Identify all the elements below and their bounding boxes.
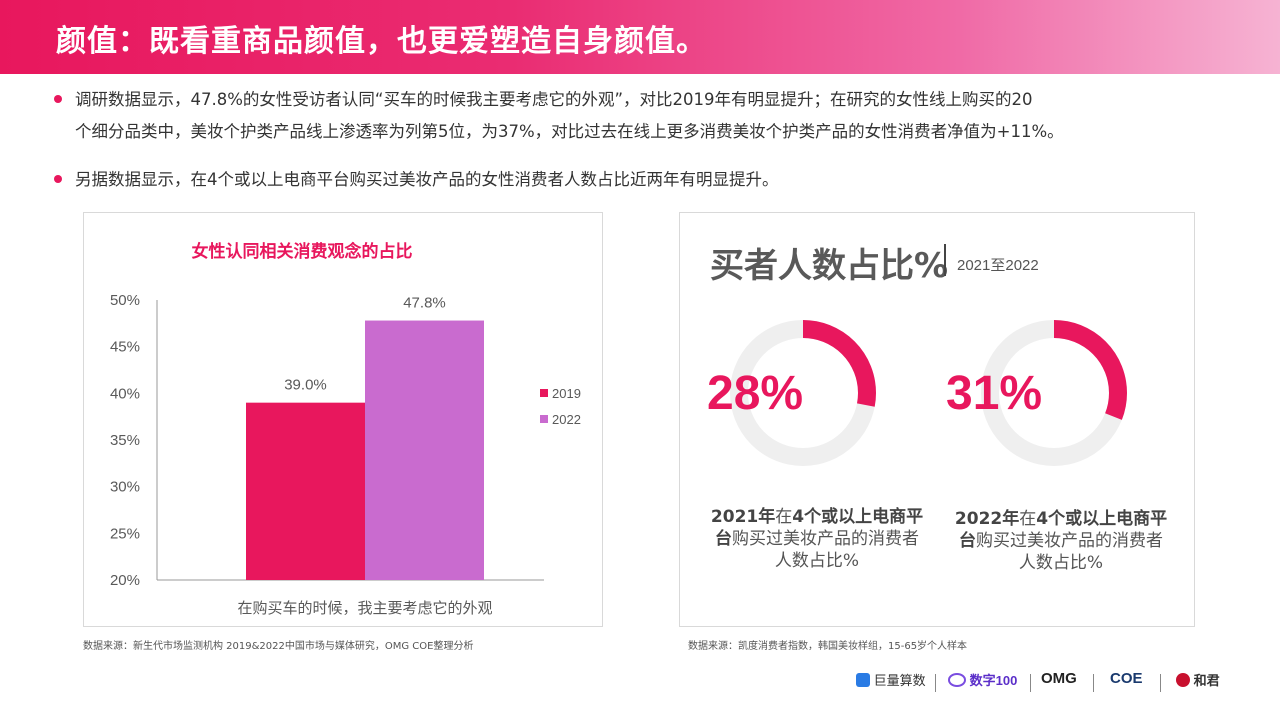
donut-arc-1 — [981, 320, 1127, 466]
y-tick-label: 20% — [110, 572, 140, 589]
caption-2022-in: 在 — [1019, 509, 1037, 529]
header-banner: 颜值：既看重商品颜值，也更爱塑造自身颜值。 — [0, 0, 1280, 74]
bar-2022 — [365, 320, 484, 580]
y-tick-label: 25% — [110, 525, 140, 542]
legend-label-2022: 2022 — [552, 412, 581, 427]
bullet-dot-2 — [54, 175, 62, 183]
caption-2022-rest: 购买过美妆产品的消费者人数占比% — [976, 531, 1163, 573]
legend-swatch-2019 — [540, 389, 548, 397]
caption-2022-year: 2022年 — [954, 509, 1020, 529]
data-label-2022: 47.8% — [403, 295, 446, 312]
source-note-right: 数据来源：凯度消费者指数，韩国美妆样组，15-65岁个人样本 — [688, 641, 968, 652]
y-tick-label: 35% — [110, 432, 140, 449]
footer-divider — [1030, 674, 1031, 692]
source-note-left: 数据来源：新生代市场监测机构 2019&2022中国市场与媒体研究，OMG CO… — [83, 641, 474, 652]
donut-arc-0 — [730, 320, 876, 466]
donut-2021-caption: 2021年在4个或以上电商平台购买过美妆产品的消费者人数占比% — [707, 506, 927, 572]
page-title: 颜值：既看重商品颜值，也更爱塑造自身颜值。 — [56, 24, 707, 59]
logo-hejun: 和君 — [1176, 670, 1220, 696]
shuzi100-icon — [948, 673, 966, 687]
y-tick-label: 30% — [110, 479, 140, 496]
logo-coe: COE — [1110, 670, 1143, 687]
caption-2021-rest: 购买过美妆产品的消费者人数占比% — [732, 529, 919, 571]
donut-2021-value: 28% — [707, 367, 804, 420]
bar-chart: 50% 45% 40% 35% 30% 25% 20% 39.0% 2019 47.8% 2022 在… — [110, 292, 581, 617]
legend-swatch-2022 — [540, 415, 548, 423]
caption-2022-platforms: 4个或以上电商平台 — [959, 509, 1168, 551]
juliang-icon — [856, 673, 870, 687]
bar-chart-title: 女性认同相关消费观念的占比 — [191, 242, 413, 262]
caption-2021-in: 在 — [775, 507, 793, 527]
x-category-label: 在购买车的时候，我主要考虑它的外观 — [237, 599, 492, 617]
y-tick-label: 40% — [110, 385, 140, 402]
footer-divider — [1160, 674, 1161, 692]
logo-hejun-text: 和君 — [1193, 673, 1220, 688]
bullet-1-line-2: 个细分品类中，美妆个护类产品线上渗透率为列第5位，为37%，对比过去在线上更多消… — [75, 122, 1064, 141]
logo-juliang-text: 巨量算数 — [873, 673, 926, 688]
caption-2021-year: 2021年 — [710, 507, 776, 527]
y-tick-label: 50% — [110, 292, 140, 309]
bullet-2-text: 另据数据显示，在4个或以上电商平台购买过美妆产品的女性消费者人数占比近两年有明显… — [75, 170, 779, 189]
logo-juliang: 巨量算数 — [856, 670, 926, 696]
logo-omg: OMG — [1041, 670, 1077, 687]
footer-divider — [1093, 674, 1094, 692]
donut-chart-title: 买者人数占比% — [710, 246, 949, 286]
hejun-seal-icon — [1176, 673, 1190, 687]
donut-2022-value: 31% — [946, 367, 1043, 420]
legend-label-2019: 2019 — [552, 386, 581, 401]
y-tick-label: 45% — [110, 339, 140, 356]
bullet-dot-1 — [54, 95, 62, 103]
donut-chart-period: 2021至2022 — [957, 257, 1039, 274]
logo-shuzi100-text: 数字100 — [969, 673, 1018, 688]
bullet-1-line-1: 调研数据显示，47.8%的女性受访者认同“买车的时候我主要考虑它的外观”，对比2… — [75, 90, 1033, 109]
donut-2022-caption: 2022年在4个或以上电商平台购买过美妆产品的消费者人数占比% — [951, 508, 1171, 574]
footer-divider — [935, 674, 936, 692]
logo-shuzi100: 数字100 — [948, 670, 1017, 696]
data-label-2019: 39.0% — [284, 377, 327, 394]
caption-2021-platforms: 4个或以上电商平台 — [715, 507, 924, 549]
bar-2019 — [246, 402, 365, 580]
donut-charts — [730, 320, 1127, 466]
title-divider — [944, 244, 946, 276]
